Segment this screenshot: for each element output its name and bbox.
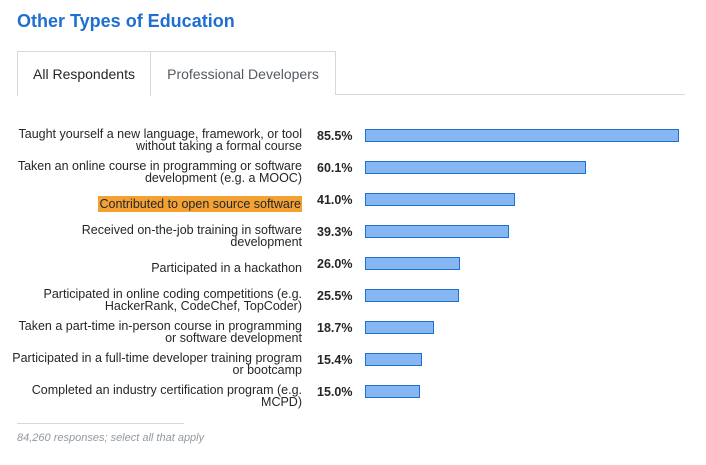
bar-value-label: 85.5%: [317, 129, 353, 143]
bar[interactable]: [365, 385, 421, 398]
bar-label: Taken a part-time in-person course in pr…: [18, 319, 302, 345]
bar-label: Participated in a hackathon: [151, 261, 302, 275]
bar-label: Taught yourself a new language, framewor…: [18, 127, 303, 153]
chart-title: Other Types of Education: [17, 11, 235, 31]
bar[interactable]: [365, 353, 422, 366]
bar-label: Received on-the-job training in software…: [81, 223, 302, 249]
bar-label: Taken an online course in programming or…: [17, 159, 302, 185]
footer-divider: [17, 423, 184, 424]
tab-all-respondents[interactable]: All Respondents: [17, 51, 151, 96]
bar-value-label: 60.1%: [317, 161, 353, 175]
bar[interactable]: [365, 129, 679, 142]
bar[interactable]: [365, 289, 459, 302]
bar-label: Participated in a full-time developer tr…: [12, 351, 302, 377]
bar-label: Contributed to open source software: [98, 196, 302, 212]
bar-value-label: 18.7%: [317, 321, 353, 335]
bar-label: Completed an industry certification prog…: [31, 383, 302, 409]
bar-value-label: 39.3%: [317, 225, 353, 239]
bar-value-label: 15.0%: [317, 385, 353, 399]
tab-professional-developers[interactable]: Professional Developers: [150, 51, 336, 95]
bar-chart: Taught yourself a new language, framewor…: [0, 118, 706, 418]
respondent-tabs: All Respondents Professional Developers: [17, 51, 685, 96]
bar-value-label: 25.5%: [317, 289, 353, 303]
bar-value-label: 41.0%: [317, 193, 353, 207]
response-count-note: 84,260 responses; select all that apply: [17, 432, 205, 444]
bar-value-label: 26.0%: [317, 257, 353, 271]
bar[interactable]: [365, 193, 516, 206]
bar[interactable]: [365, 321, 434, 334]
bar-value-label: 15.4%: [317, 353, 353, 367]
bar[interactable]: [365, 225, 510, 238]
bar-label: Participated in online coding competitio…: [43, 287, 302, 313]
bar[interactable]: [365, 161, 586, 174]
bar[interactable]: [365, 257, 461, 270]
